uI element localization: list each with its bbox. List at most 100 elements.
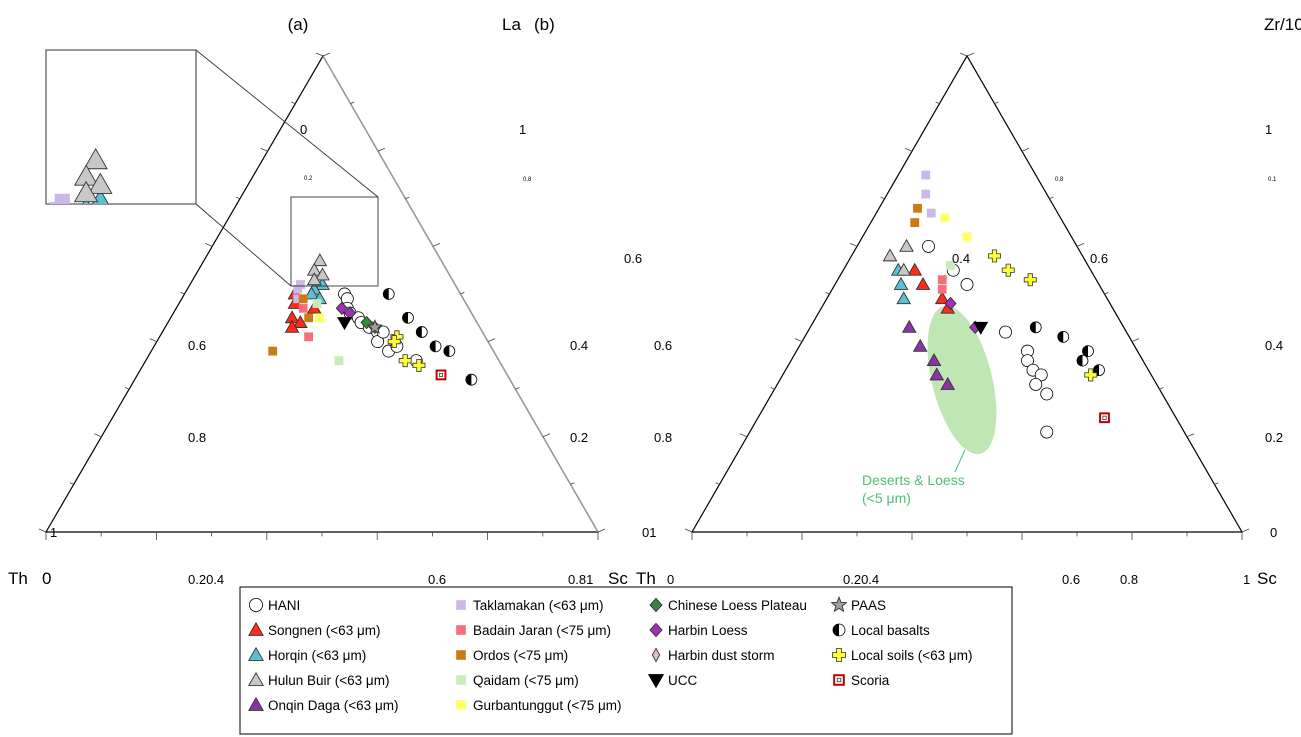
panel-b-right-tick-0: 1 xyxy=(1265,122,1272,137)
panel-b-point-s3-2 xyxy=(896,262,912,276)
tick-edge1-9 xyxy=(935,101,940,104)
panel-b-bottom-tick-4: 1 xyxy=(1243,572,1250,587)
panel-a-top-vertex-label: La xyxy=(502,15,521,34)
legend-item: Local basalts xyxy=(832,623,930,638)
tick-edge1-3 xyxy=(770,387,775,390)
panel-b-ticks xyxy=(684,52,1250,540)
panel-b-point-s13-0 xyxy=(988,249,1001,263)
panel-a-point-s4-0 xyxy=(296,280,305,289)
panel-b-point-s1-1 xyxy=(915,276,931,290)
panel-a-left-tick-1: 0.6 xyxy=(188,338,206,353)
legend-item: UCC xyxy=(647,673,697,689)
panel-b-right-tick-4: 0 xyxy=(1270,525,1277,540)
panel-b-point-s12-2 xyxy=(1082,345,1094,358)
panel-a-point-s13-1 xyxy=(402,311,414,324)
legend-marker xyxy=(651,647,661,663)
legend-marker xyxy=(248,646,264,661)
legend-item: Local soils (<63 μm) xyxy=(832,648,972,663)
tick-edge1-10 xyxy=(959,52,968,57)
tick-edge1-0 xyxy=(38,528,47,533)
legend-label: Scoria xyxy=(851,673,890,688)
legend-label: Songnen (<63 μm) xyxy=(268,623,380,638)
panel-b-point-s12-1 xyxy=(1057,330,1070,343)
tick-edge2-8 xyxy=(377,147,386,152)
legend-marker xyxy=(456,675,466,685)
panel-b-bottom-tick-2: 0.6 xyxy=(1062,572,1080,587)
panel-b-point-s7-1 xyxy=(910,218,920,227)
panel-a-point-s12-0 xyxy=(366,318,383,335)
panel-a-inset-point-s4-0 xyxy=(54,193,70,204)
legend-label: UCC xyxy=(668,673,697,688)
tick-edge1-8 xyxy=(904,147,913,152)
panel-b-point-s13-2 xyxy=(1023,273,1037,287)
panel-a-point-s3-2 xyxy=(315,267,330,281)
panel-b-bottom-tick-1: 0.20.4 xyxy=(843,572,879,587)
panel-b-point-s2-1 xyxy=(893,276,909,290)
tick-edge2-6 xyxy=(1076,243,1085,247)
panel-b-point-s0-7 xyxy=(1034,368,1048,382)
legend: HANI Taklamakan (<63 μm) Chinese Loess Pla… xyxy=(239,586,1013,735)
legend-box xyxy=(239,586,1013,735)
panel-a-right-tick-1: 0.6 xyxy=(624,251,642,266)
tick-edge2-5 xyxy=(1104,291,1109,295)
tick-edge1-2 xyxy=(739,433,748,438)
panel-a-points xyxy=(268,253,478,386)
panel-b-points xyxy=(882,170,1110,439)
legend-label: Onqin Daga (<63 μm) xyxy=(268,698,398,713)
tick-edge2-3 xyxy=(515,387,520,390)
panel-a-point-s4-2 xyxy=(293,294,303,304)
panel-b-point-s0-8 xyxy=(1029,377,1043,391)
panel-b-point-s0-5 xyxy=(1021,354,1034,368)
legend-marker xyxy=(647,674,665,689)
tick-edge2-9 xyxy=(994,101,999,104)
legend-item: Gurbantunggut (<75 μm) xyxy=(456,698,622,713)
panel-a-point-s8-0 xyxy=(315,313,325,323)
panel-b-point-s11-0 xyxy=(973,321,989,335)
tick-edge1-1 xyxy=(715,482,720,485)
panel-b-point-s3-0 xyxy=(882,248,898,262)
panel-a-point-s1-4 xyxy=(284,319,300,333)
panel-a-left-tick-0: 0 xyxy=(300,122,307,137)
panel-b-point-s12-3 xyxy=(1076,354,1089,367)
tick-edge2-0 xyxy=(597,528,606,533)
legend-marker xyxy=(456,650,466,660)
panel-a-point-s11-0 xyxy=(337,317,352,331)
legend-label: Taklamakan (<63 μm) xyxy=(473,598,603,613)
panel-b-left-tick-2: 0.8 xyxy=(654,430,672,445)
panel-b-small-mark-1: 0.1 xyxy=(1268,177,1277,183)
panel-b-point-s9-1 xyxy=(962,232,972,242)
panel-b-annotation-sublabel: (<5 μm) xyxy=(862,490,911,506)
panel-b-right-vertex-label: Sc xyxy=(1257,569,1277,588)
panel-b-bottom-tick-3: 0.8 xyxy=(1120,572,1138,587)
tick-edge1-1 xyxy=(69,482,74,485)
panel-b-point-s0-3 xyxy=(999,325,1012,339)
legend-marker xyxy=(248,621,264,636)
panel-b-point-s0-9 xyxy=(1040,387,1054,401)
tick-edge2-2 xyxy=(542,433,551,438)
tick-edge2-4 xyxy=(1131,338,1140,342)
panel-b-point-s1-2 xyxy=(934,291,950,305)
panel-a-bottom-tick-2: 0.6 xyxy=(428,572,446,587)
tick-edge1-6 xyxy=(205,243,213,247)
tick-edge2-8 xyxy=(1021,147,1030,152)
tick-edge1-7 xyxy=(880,196,885,200)
legend-item: Ordos (<75 μm) xyxy=(456,648,568,663)
panel-b-point-s4-1 xyxy=(912,338,928,352)
panel-b-point-s4-3 xyxy=(929,367,945,381)
panel-a-left-vertex-label: Th xyxy=(8,569,28,588)
panel-b-small-mark-0: 0.8 xyxy=(1055,177,1064,183)
tick-edge1-2 xyxy=(94,433,102,438)
legend-label: Hulun Buir (<63 μm) xyxy=(268,673,389,688)
panel-a-point-s2-2 xyxy=(304,286,319,300)
legend-label: PAAS xyxy=(851,598,886,613)
panel-b-point-s3-1 xyxy=(899,238,914,252)
panel-b-point-s10-0 xyxy=(944,296,957,311)
panel-b-bottom-tick-0: 0 xyxy=(667,572,674,587)
tick-edge1-5 xyxy=(180,291,185,295)
panel-b-deserts-loess-region xyxy=(927,305,997,455)
tick-edge1-0 xyxy=(684,528,693,533)
panel-b-point-s0-0 xyxy=(922,239,935,253)
legend-marker xyxy=(832,648,846,662)
tick-edge2-7 xyxy=(405,196,410,200)
